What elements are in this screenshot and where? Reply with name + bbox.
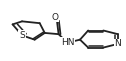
- Text: HN: HN: [61, 38, 74, 47]
- Text: O: O: [51, 13, 58, 22]
- Text: N: N: [114, 39, 121, 48]
- Text: S: S: [19, 31, 25, 40]
